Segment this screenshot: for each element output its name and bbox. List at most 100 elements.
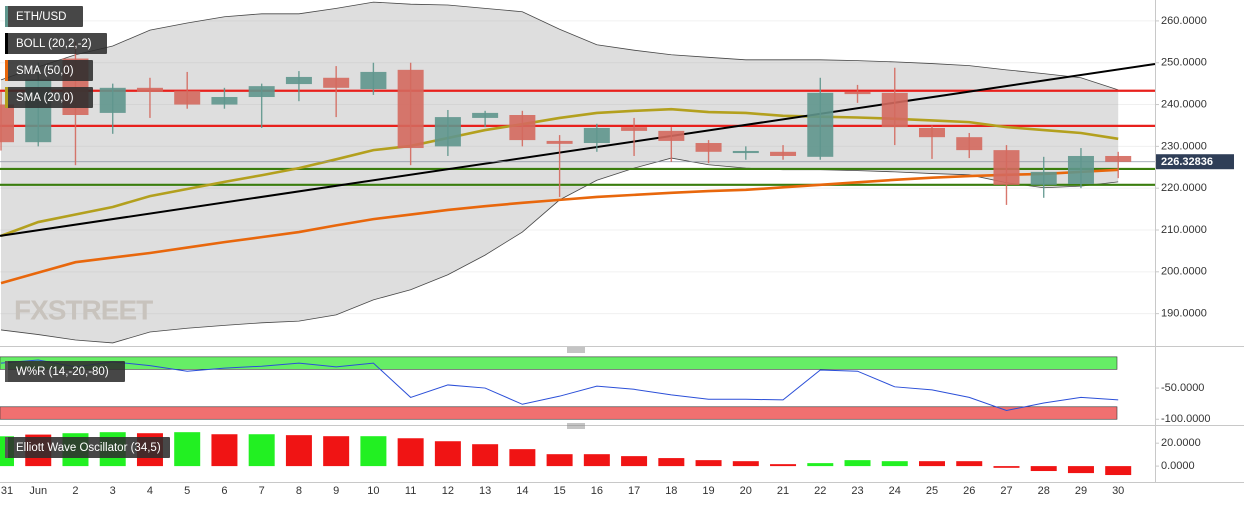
legend-swatch[interactable] [5, 87, 8, 108]
candle-body [695, 143, 722, 152]
bar [211, 434, 238, 467]
bar [1105, 466, 1132, 476]
candle-body [844, 92, 871, 95]
candle-body [546, 140, 573, 144]
legend-item[interactable]: ETH/USD [5, 6, 83, 27]
last-price-box [1156, 154, 1234, 170]
panel-frame [0, 0, 1244, 483]
bar [285, 435, 312, 467]
trendline [0, 62, 1156, 237]
wr-panel: -100.0000 -50.0000 [0, 356, 1211, 425]
y-tick-label: 240.0000 [1161, 98, 1207, 110]
x-tick-label: 11 [405, 485, 416, 497]
y-tick-label: 260.0000 [1161, 15, 1207, 27]
x-tick-label: 20 [740, 485, 752, 497]
bar [695, 460, 722, 467]
bar [658, 458, 685, 467]
sma-line [0, 168, 1119, 285]
candle-body [807, 92, 834, 157]
legend-item[interactable]: BOLL (20,2,-2) [5, 33, 107, 54]
legend: ETH/USD BOLL (20,2,-2) SMA (50,0) SMA (20,0… [5, 6, 170, 458]
legend-item[interactable]: SMA (20,0) [5, 87, 93, 108]
x-tick-label: 3 [110, 485, 116, 497]
band-line [0, 1, 1119, 91]
candle-body [770, 151, 797, 156]
legend-box[interactable] [5, 437, 170, 458]
x-tick-label: 18 [665, 485, 677, 497]
legend-item[interactable]: SMA (50,0) [5, 60, 93, 81]
x-tick-label: 31 [1, 485, 13, 497]
zone [0, 406, 1118, 420]
y-tick-label: -100.0000 [1161, 413, 1211, 425]
legend-box[interactable] [5, 33, 107, 54]
y-tick-label: 0.0000 [1161, 460, 1195, 472]
candle-body [472, 112, 499, 118]
bar [397, 438, 424, 467]
x-tick-label: 17 [628, 485, 640, 497]
candle-body [881, 92, 908, 128]
legend-swatch[interactable] [5, 361, 8, 382]
bar [993, 466, 1020, 468]
candle-body [323, 77, 350, 88]
x-tick-label: 19 [702, 485, 714, 497]
candle-body [136, 87, 163, 92]
legend-box[interactable] [5, 60, 93, 81]
legend-swatch[interactable] [5, 6, 8, 27]
x-tick-label: 30 [1112, 485, 1124, 497]
candle-body [732, 150, 759, 154]
legend-label[interactable]: W%R (14,-20,-80) [16, 366, 109, 378]
x-tick-label: 9 [333, 485, 339, 497]
legend-box[interactable] [5, 361, 125, 382]
legend-label[interactable]: SMA (20,0) [16, 92, 74, 104]
bar [956, 461, 983, 467]
bar [174, 432, 201, 467]
y-tick-label: 200.0000 [1161, 266, 1207, 278]
bar [770, 464, 797, 467]
legend-label[interactable]: SMA (50,0) [16, 65, 74, 77]
bar [732, 461, 759, 467]
price-panel: 190.0000 200.0000 210.0000 220.0000 230.0000… [0, 1, 1234, 344]
resize-grip[interactable] [567, 423, 585, 429]
legend-item[interactable]: Elliott Wave Oscillator (34,5) [5, 437, 170, 458]
candle-body [658, 130, 685, 141]
legend-label[interactable]: BOLL (20,2,-2) [16, 38, 92, 50]
legend-item[interactable]: W%R (14,-20,-80) [5, 361, 125, 382]
candle-body [956, 137, 983, 151]
bar [1067, 466, 1094, 474]
legend-label[interactable]: Elliott Wave Oscillator (34,5) [16, 442, 161, 454]
x-tick-label: 6 [221, 485, 227, 497]
bar [881, 461, 908, 467]
legend-label[interactable]: ETH/USD [16, 11, 66, 23]
legend-swatch[interactable] [5, 60, 8, 81]
bar [323, 436, 350, 467]
x-tick-label: 7 [259, 485, 265, 497]
x-tick-label: 22 [814, 485, 826, 497]
candle-body [434, 117, 461, 147]
bar [546, 454, 573, 467]
x-tick-label: 16 [591, 485, 603, 497]
resize-grip[interactable] [567, 347, 585, 353]
x-tick-label: 4 [147, 485, 153, 497]
x-tick-label: 2 [72, 485, 78, 497]
bar [360, 436, 387, 467]
x-tick-label: 24 [889, 485, 901, 497]
x-tick-label: 12 [442, 485, 454, 497]
legend-box[interactable] [5, 6, 83, 27]
candle-body [919, 127, 945, 138]
y-tick-label: 230.0000 [1161, 140, 1207, 152]
legend-swatch[interactable] [5, 437, 8, 458]
x-tick-label: 10 [367, 485, 379, 497]
y-tick-label: 250.0000 [1161, 57, 1207, 69]
x-tick-label: 28 [1038, 485, 1050, 497]
x-tick-label: 15 [553, 485, 565, 497]
bar [844, 460, 871, 467]
legend-swatch[interactable] [5, 33, 8, 54]
last-price-label: 226.32836 [1161, 156, 1213, 168]
candle-body [360, 71, 387, 90]
candle-body [285, 76, 312, 85]
zone [0, 356, 1118, 370]
bar [509, 449, 536, 467]
bar [621, 456, 648, 467]
legend-box[interactable] [5, 87, 93, 108]
